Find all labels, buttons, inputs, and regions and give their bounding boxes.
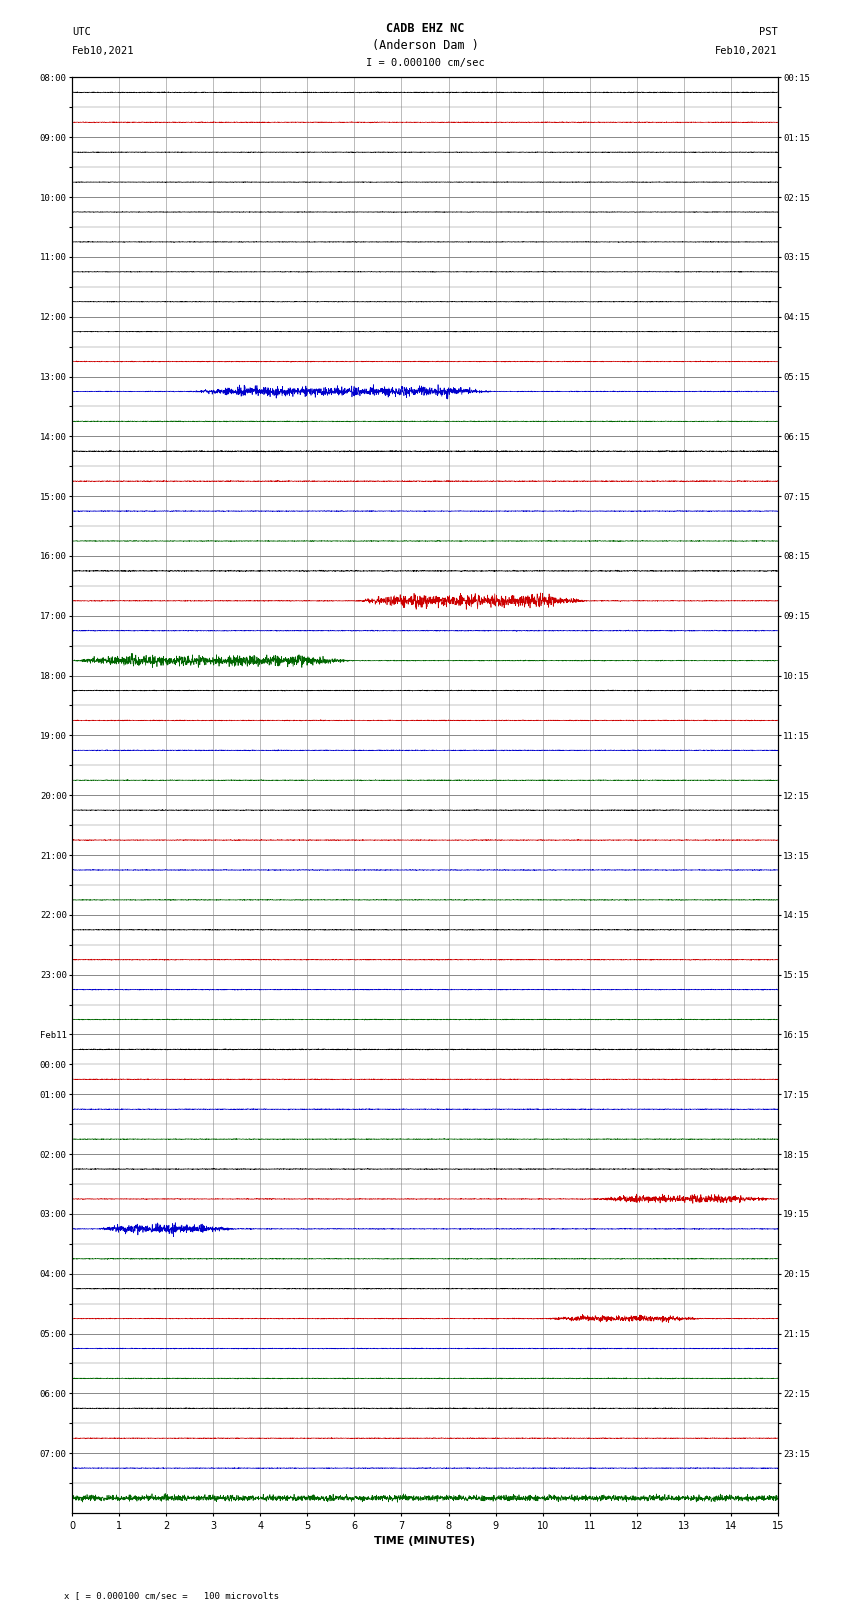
Text: Feb10,2021: Feb10,2021 (715, 47, 778, 56)
Text: (Anderson Dam ): (Anderson Dam ) (371, 39, 479, 52)
Text: UTC: UTC (72, 27, 91, 37)
Text: Feb10,2021: Feb10,2021 (72, 47, 135, 56)
Text: CADB EHZ NC: CADB EHZ NC (386, 23, 464, 35)
X-axis label: TIME (MINUTES): TIME (MINUTES) (375, 1536, 475, 1547)
Text: I = 0.000100 cm/sec: I = 0.000100 cm/sec (366, 58, 484, 68)
Text: PST: PST (759, 27, 778, 37)
Text: x [ = 0.000100 cm/sec =   100 microvolts: x [ = 0.000100 cm/sec = 100 microvolts (64, 1590, 279, 1600)
